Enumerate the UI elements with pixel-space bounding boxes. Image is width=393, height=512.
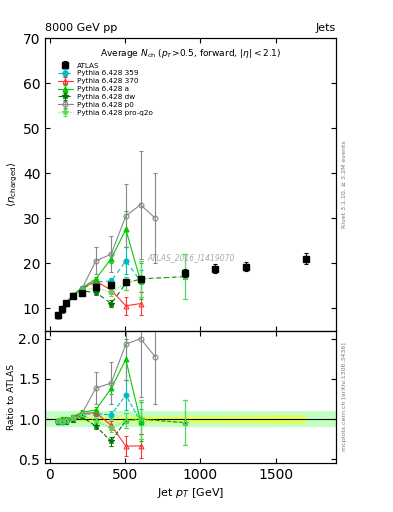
X-axis label: Jet $p_T$ [GeV]: Jet $p_T$ [GeV] xyxy=(157,486,224,500)
Legend: ATLAS, Pythia 6.428 359, Pythia 6.428 370, Pythia 6.428 a, Pythia 6.428 dw, Pyth: ATLAS, Pythia 6.428 359, Pythia 6.428 37… xyxy=(57,62,153,116)
Text: 8000 GeV pp: 8000 GeV pp xyxy=(45,23,118,33)
Text: mcplots.cern.ch [arXiv:1306.3436]: mcplots.cern.ch [arXiv:1306.3436] xyxy=(342,343,347,452)
Text: Jets: Jets xyxy=(316,23,336,33)
Text: Rivet 3.1.10, ≥ 3.2M events: Rivet 3.1.10, ≥ 3.2M events xyxy=(342,141,347,228)
Text: ATLAS_2016_I1419070: ATLAS_2016_I1419070 xyxy=(147,253,234,262)
Y-axis label: $\langle n_\mathrm{charged} \rangle$: $\langle n_\mathrm{charged} \rangle$ xyxy=(6,162,20,207)
Y-axis label: Ratio to ATLAS: Ratio to ATLAS xyxy=(7,364,16,430)
Text: Average $N_\mathrm{ch}$ ($p_T\!>\!0.5$, forward, $|\eta| < 2.1$): Average $N_\mathrm{ch}$ ($p_T\!>\!0.5$, … xyxy=(100,47,281,60)
